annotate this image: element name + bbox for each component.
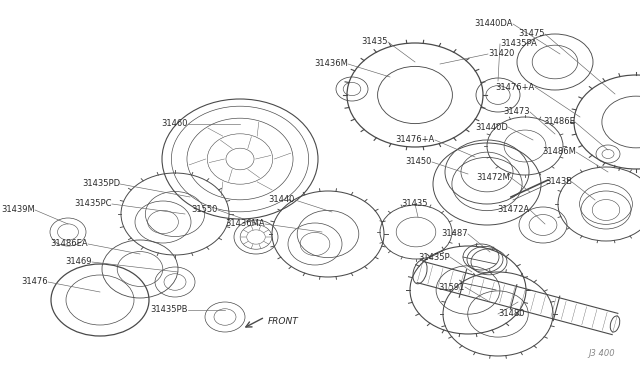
Text: 31472M: 31472M bbox=[476, 173, 510, 182]
Text: 31591: 31591 bbox=[438, 282, 465, 292]
Text: 31550: 31550 bbox=[191, 205, 218, 215]
Text: 31486E: 31486E bbox=[543, 118, 575, 126]
Text: 31473: 31473 bbox=[504, 108, 530, 116]
Text: 31439M: 31439M bbox=[1, 205, 35, 215]
Text: 31475: 31475 bbox=[518, 29, 545, 38]
Text: FRONT: FRONT bbox=[268, 317, 299, 327]
Text: 31460: 31460 bbox=[161, 119, 188, 128]
Text: 31486M: 31486M bbox=[542, 148, 576, 157]
Text: 31476: 31476 bbox=[21, 278, 48, 286]
Text: 31476+A: 31476+A bbox=[496, 83, 535, 92]
Text: 31435PA: 31435PA bbox=[500, 39, 537, 48]
Text: 31435PB: 31435PB bbox=[150, 305, 188, 314]
Text: 31476+A: 31476+A bbox=[396, 135, 435, 144]
Text: 31420: 31420 bbox=[488, 49, 515, 58]
Text: 31435: 31435 bbox=[402, 199, 428, 208]
Text: 31440D: 31440D bbox=[475, 122, 508, 131]
Text: J3 400: J3 400 bbox=[588, 350, 614, 359]
Text: 31480: 31480 bbox=[498, 310, 525, 318]
Text: 31486EA: 31486EA bbox=[51, 240, 88, 248]
Text: 31440DA: 31440DA bbox=[474, 19, 513, 29]
Text: 31472A: 31472A bbox=[498, 205, 530, 215]
Text: 31487: 31487 bbox=[442, 230, 468, 238]
Text: 31436MA: 31436MA bbox=[225, 219, 265, 228]
Text: 31435P: 31435P bbox=[419, 253, 450, 262]
Text: 31450: 31450 bbox=[406, 157, 432, 167]
Text: 31435PC: 31435PC bbox=[74, 199, 112, 208]
Text: 31440: 31440 bbox=[269, 196, 295, 205]
Text: 31435PD: 31435PD bbox=[82, 180, 120, 189]
Text: 3143B: 3143B bbox=[545, 177, 572, 186]
Text: 31436M: 31436M bbox=[314, 60, 348, 68]
Text: 31435: 31435 bbox=[362, 38, 388, 46]
Text: 31469: 31469 bbox=[65, 257, 92, 266]
